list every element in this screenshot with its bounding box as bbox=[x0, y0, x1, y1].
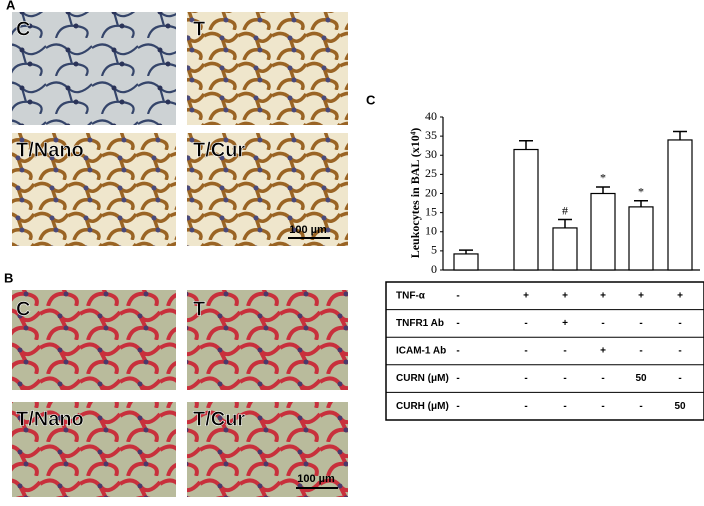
y-tick-label: 25 bbox=[425, 166, 437, 180]
table-cell: 50 bbox=[674, 401, 686, 412]
micrograph bbox=[187, 12, 348, 125]
image-label: T/Nano bbox=[16, 408, 84, 430]
table-cell: - bbox=[524, 401, 527, 412]
bar bbox=[590, 192, 616, 271]
micrograph bbox=[187, 290, 348, 390]
micrograph bbox=[187, 133, 348, 246]
image-label: C bbox=[16, 18, 30, 40]
panel-label: B bbox=[4, 270, 13, 285]
table-cell: - bbox=[678, 373, 681, 384]
table-cell: - bbox=[639, 318, 642, 329]
bar bbox=[453, 253, 479, 271]
panel-label: A bbox=[6, 0, 16, 12]
image-label: T/Nano bbox=[16, 139, 84, 161]
table-cell: - bbox=[563, 401, 566, 412]
table-cell: - bbox=[601, 318, 604, 329]
image-label: C bbox=[16, 298, 30, 320]
image-label: T/Cur bbox=[193, 408, 245, 430]
y-tick-label: 0 bbox=[431, 262, 437, 276]
table-cell: - bbox=[456, 290, 459, 301]
table-cell: - bbox=[678, 346, 681, 357]
table-cell: - bbox=[524, 318, 527, 329]
table-cell: - bbox=[563, 346, 566, 357]
y-tick-label: 20 bbox=[425, 185, 437, 199]
table-cell: - bbox=[456, 401, 459, 412]
error-bar bbox=[558, 218, 572, 228]
y-tick-label: 10 bbox=[425, 224, 437, 238]
micrograph bbox=[12, 12, 176, 125]
table-cell: + bbox=[562, 318, 568, 329]
y-tick-label: 5 bbox=[431, 243, 437, 257]
table-cell: - bbox=[639, 346, 642, 357]
row-label: CURH (μM) bbox=[396, 401, 449, 412]
significance-marker: # bbox=[562, 203, 568, 217]
table-cell: - bbox=[678, 318, 681, 329]
image-label: T bbox=[193, 298, 205, 320]
scale-bar-label: 100 µm bbox=[297, 473, 335, 485]
table-cell: - bbox=[524, 373, 527, 384]
table-cell: 50 bbox=[635, 373, 647, 384]
y-tick-label: 40 bbox=[425, 109, 437, 123]
micrograph bbox=[12, 290, 176, 390]
significance-marker: * bbox=[600, 171, 606, 185]
y-axis-label: Leukocytes in BAL (x10⁴) bbox=[408, 128, 422, 259]
table-cell: + bbox=[638, 290, 644, 301]
table-cell: - bbox=[456, 373, 459, 384]
scale-bar-label: 100 µm bbox=[289, 224, 327, 236]
error-bar bbox=[519, 139, 533, 150]
row-label: CURN (μM) bbox=[396, 373, 449, 384]
table-cell: - bbox=[524, 346, 527, 357]
table-cell: - bbox=[601, 373, 604, 384]
table-cell: + bbox=[677, 290, 683, 301]
error-bar bbox=[596, 186, 610, 194]
y-tick-label: 35 bbox=[425, 128, 437, 142]
significance-marker: * bbox=[638, 185, 644, 199]
table-cell: + bbox=[600, 346, 606, 357]
y-tick-label: 15 bbox=[425, 204, 437, 218]
micrograph bbox=[12, 402, 176, 497]
row-label: TNFR1 Ab bbox=[396, 318, 444, 329]
micrograph bbox=[12, 133, 176, 246]
error-bar bbox=[673, 130, 687, 140]
table-cell: - bbox=[563, 373, 566, 384]
y-tick-label: 30 bbox=[425, 147, 437, 161]
table-cell: - bbox=[601, 401, 604, 412]
row-label: TNF-α bbox=[396, 290, 426, 301]
error-bar bbox=[634, 200, 648, 207]
bar bbox=[513, 148, 539, 271]
table-cell: + bbox=[600, 290, 606, 301]
table-cell: - bbox=[456, 346, 459, 357]
bar bbox=[552, 227, 578, 271]
error-bar bbox=[459, 249, 473, 254]
table-cell: - bbox=[639, 401, 642, 412]
table-cell: + bbox=[523, 290, 529, 301]
table-border bbox=[385, 281, 704, 421]
table-cell: - bbox=[456, 318, 459, 329]
micrograph bbox=[187, 402, 348, 497]
table-cell: + bbox=[562, 290, 568, 301]
panel-label: C bbox=[366, 92, 376, 107]
image-label: T bbox=[193, 18, 205, 40]
bar bbox=[628, 206, 654, 271]
bar bbox=[667, 139, 693, 271]
image-label: T/Cur bbox=[193, 139, 245, 161]
row-label: ICAM-1 Ab bbox=[396, 346, 446, 357]
